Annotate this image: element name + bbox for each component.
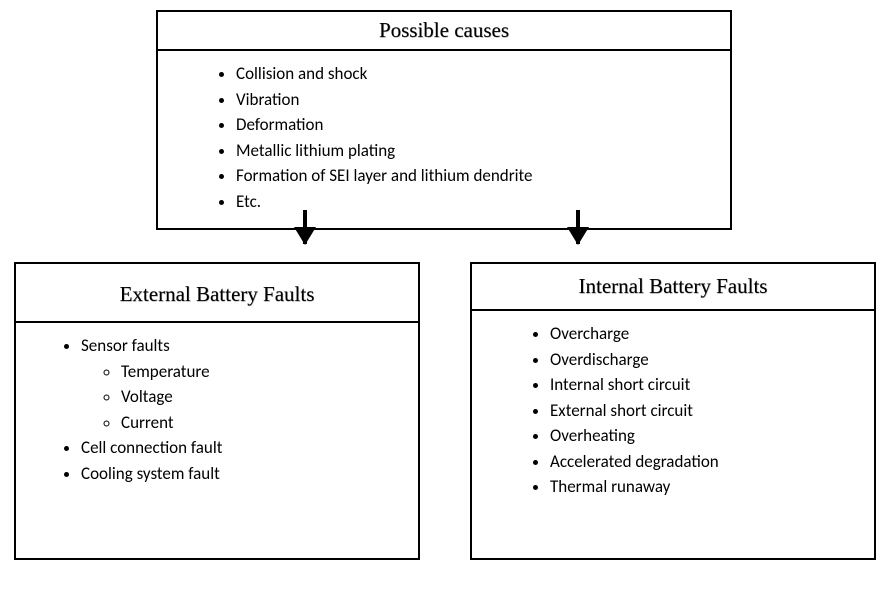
internal-item: Accelerated degradation (550, 449, 854, 475)
causes-box: Possible causes Collision and shock Vibr… (156, 10, 732, 230)
internal-item: Overheating (550, 423, 854, 449)
causes-title: Possible causes (158, 12, 730, 51)
causes-item: Formation of SEI layer and lithium dendr… (236, 163, 710, 189)
internal-title: Internal Battery Faults (472, 264, 874, 311)
external-subitem: Current (121, 410, 398, 436)
external-subitem: Voltage (121, 384, 398, 410)
external-item-label: Sensor faults (81, 335, 170, 356)
internal-item: Overcharge (550, 321, 854, 347)
external-body: Sensor faults Temperature Voltage Curren… (16, 323, 418, 500)
arrow-to-external (303, 210, 307, 244)
external-box: External Battery Faults Sensor faults Te… (14, 262, 420, 560)
internal-item: Internal short circuit (550, 372, 854, 398)
causes-item: Metallic lithium plating (236, 138, 710, 164)
arrow-to-internal (576, 210, 580, 244)
internal-body: Overcharge Overdischarge Internal short … (472, 311, 874, 514)
causes-item: Deformation (236, 112, 710, 138)
internal-item: Overdischarge (550, 347, 854, 373)
external-item: Cell connection fault (81, 435, 398, 461)
external-subitem: Temperature (121, 359, 398, 385)
causes-item: Collision and shock (236, 61, 710, 87)
internal-item: External short circuit (550, 398, 854, 424)
internal-item: Thermal runaway (550, 474, 854, 500)
external-item: Sensor faults Temperature Voltage Curren… (81, 333, 398, 435)
causes-item: Etc. (236, 189, 710, 215)
external-title: External Battery Faults (16, 264, 418, 323)
external-item: Cooling system fault (81, 461, 398, 487)
internal-box: Internal Battery Faults Overcharge Overd… (470, 262, 876, 560)
causes-body: Collision and shock Vibration Deformatio… (158, 51, 730, 228)
causes-item: Vibration (236, 87, 710, 113)
